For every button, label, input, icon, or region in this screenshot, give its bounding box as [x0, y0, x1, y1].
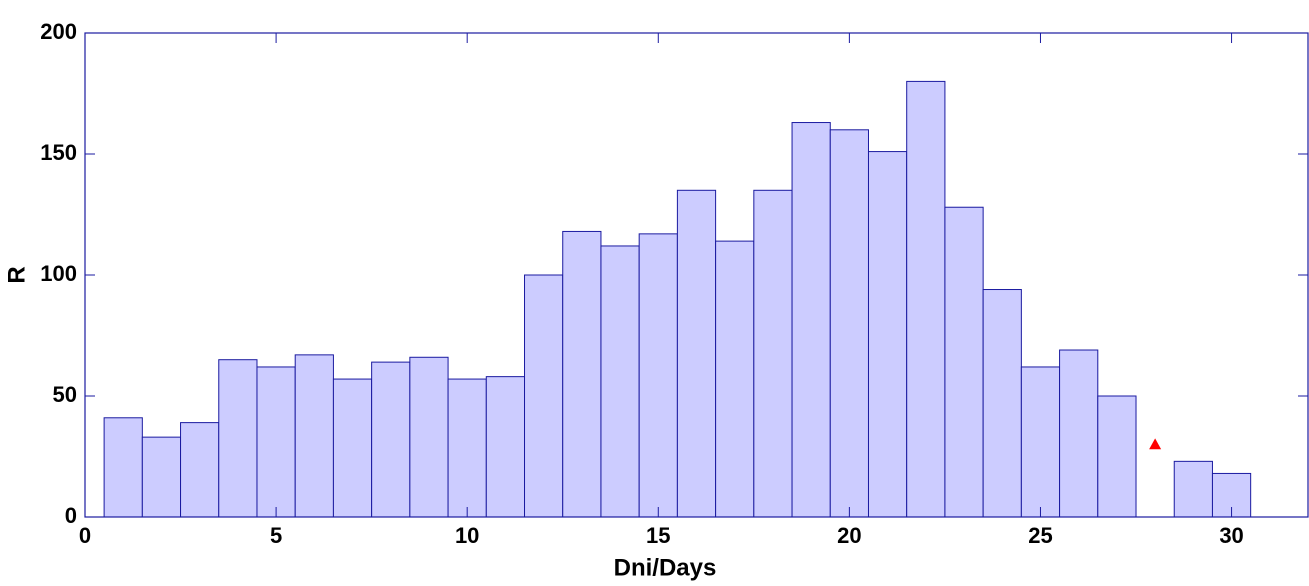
- y-tick-label: 50: [53, 382, 77, 407]
- bar: [218, 359, 258, 518]
- bar: [371, 361, 411, 518]
- bar: [715, 240, 755, 518]
- bar: [600, 245, 640, 518]
- bar: [332, 378, 373, 518]
- x-tick-label: 10: [455, 523, 479, 548]
- bar: [409, 356, 449, 518]
- bar: [256, 366, 296, 518]
- bar: [485, 376, 526, 518]
- bar: [944, 206, 984, 518]
- x-axis-label: Dni/Days: [614, 554, 717, 581]
- bar: [562, 230, 602, 518]
- bar: [103, 417, 143, 518]
- bar: [447, 378, 487, 518]
- bar: [791, 122, 831, 518]
- marker: [1149, 438, 1162, 450]
- bar: [1097, 395, 1137, 518]
- bar: [1020, 366, 1061, 518]
- bar: [141, 436, 182, 518]
- bar: [1059, 349, 1099, 518]
- y-tick-label: 200: [40, 19, 77, 44]
- y-tick-label: 100: [40, 261, 77, 286]
- y-tick-label: 150: [40, 140, 77, 165]
- bar: [638, 233, 678, 518]
- bar: [294, 354, 334, 518]
- x-tick-label: 30: [1219, 523, 1243, 548]
- bar: [906, 80, 946, 518]
- bar: [867, 151, 908, 518]
- bar: [753, 189, 793, 518]
- y-tick-label: 0: [65, 503, 77, 528]
- bar: [1173, 460, 1213, 518]
- bar: [982, 289, 1022, 518]
- bar: [524, 274, 564, 518]
- x-tick-label: 15: [646, 523, 670, 548]
- x-tick-label: 20: [837, 523, 861, 548]
- x-tick-label: 5: [270, 523, 282, 548]
- x-tick-label: 25: [1028, 523, 1052, 548]
- bar: [829, 129, 869, 518]
- y-axis-label: R: [3, 266, 30, 283]
- bar: [676, 189, 717, 518]
- bar: [180, 422, 220, 518]
- x-tick-label: 0: [79, 523, 91, 548]
